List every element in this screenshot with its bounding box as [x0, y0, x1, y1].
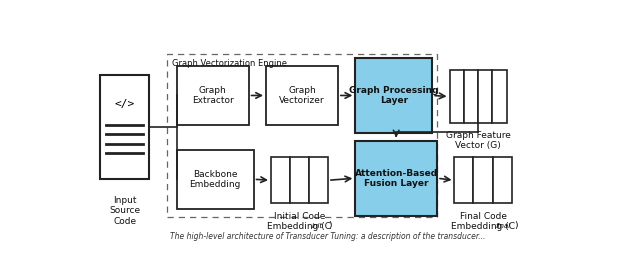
- Text: </>: </>: [115, 99, 135, 109]
- Bar: [290, 157, 309, 203]
- Text: Initial Code
Embedding (C: Initial Code Embedding (C: [268, 212, 332, 231]
- Text: init: init: [312, 223, 323, 229]
- Text: Backbone
Embedding: Backbone Embedding: [189, 169, 241, 189]
- Bar: [309, 157, 328, 203]
- Text: Attention-Based
Fusion Layer: Attention-Based Fusion Layer: [355, 168, 438, 188]
- Bar: [492, 70, 507, 123]
- Bar: [266, 66, 338, 125]
- Bar: [177, 150, 253, 209]
- Text: The high-level architecture of Transducer Tuning: a description of the transduce: The high-level architecture of Transduce…: [170, 232, 486, 241]
- Bar: [464, 70, 478, 123]
- Text: Graph
Extractor: Graph Extractor: [192, 86, 234, 105]
- Bar: [355, 141, 437, 216]
- Bar: [167, 54, 437, 217]
- Bar: [478, 70, 492, 123]
- Bar: [100, 75, 150, 179]
- Bar: [454, 157, 474, 203]
- Text: Final Code
Embedding (C: Final Code Embedding (C: [451, 212, 515, 231]
- Text: final: final: [495, 223, 511, 229]
- Text: ): ): [515, 221, 518, 230]
- Text: Input
Source
Code: Input Source Code: [109, 196, 140, 226]
- Text: Graph Feature
Vector (G): Graph Feature Vector (G): [445, 131, 511, 150]
- Bar: [177, 66, 248, 125]
- Bar: [449, 70, 464, 123]
- Bar: [493, 157, 511, 203]
- Bar: [355, 58, 432, 133]
- Text: Graph Processing
Layer: Graph Processing Layer: [349, 86, 438, 105]
- Bar: [271, 157, 290, 203]
- Text: ): ): [328, 221, 332, 230]
- Text: Graph Vectorization Engine: Graph Vectorization Engine: [172, 59, 287, 68]
- Text: Graph
Vectorizer: Graph Vectorizer: [279, 86, 324, 105]
- Bar: [474, 157, 493, 203]
